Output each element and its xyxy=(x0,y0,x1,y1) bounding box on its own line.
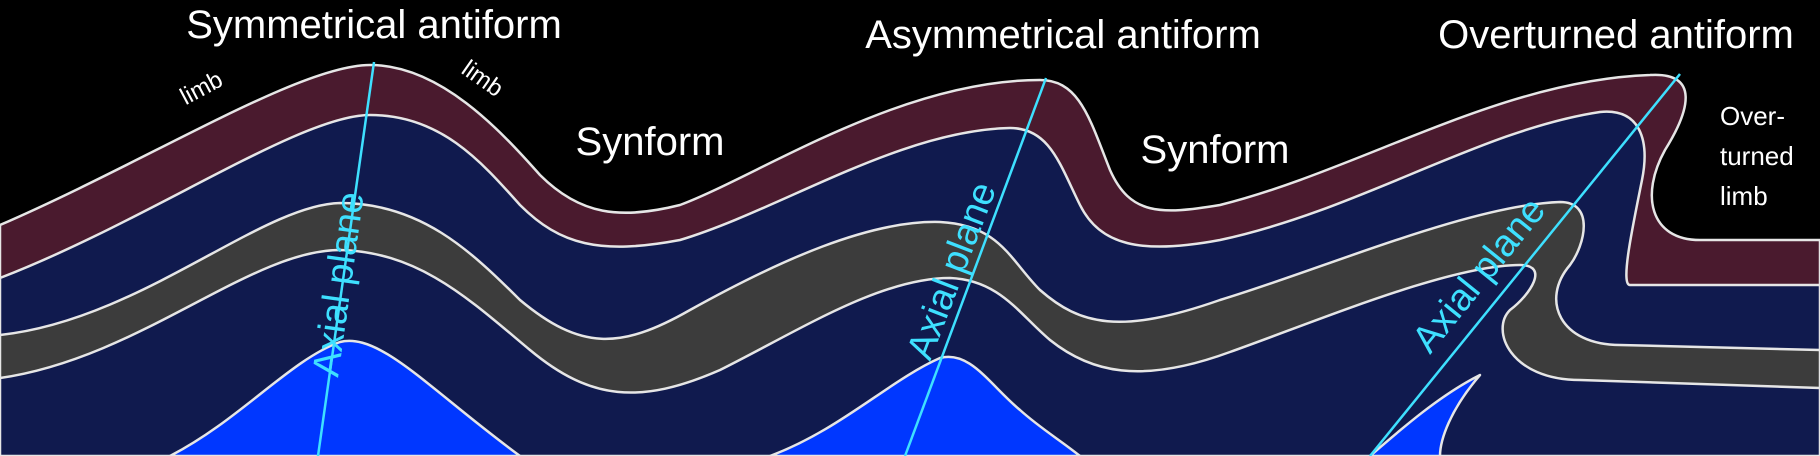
title-asymmetrical-antiform: Asymmetrical antiform xyxy=(865,13,1261,57)
overturned-limb-line-1: Over- xyxy=(1720,101,1785,131)
title-symmetrical-antiform: Symmetrical antiform xyxy=(186,3,562,47)
bright-blue-layer xyxy=(168,339,1482,456)
overturned-limb-line-2: turned xyxy=(1720,141,1794,171)
axial-plane-line-2 xyxy=(903,77,1048,456)
title-overturned-antiform: Overturned antiform xyxy=(1438,13,1794,57)
synform-label-2: Synform xyxy=(1141,128,1290,172)
axial-plane-line-3 xyxy=(1369,73,1681,456)
axial-plane-line-1 xyxy=(316,61,376,456)
overturned-limb-line-3: limb xyxy=(1720,181,1768,211)
synform-label-1: Synform xyxy=(576,120,725,164)
